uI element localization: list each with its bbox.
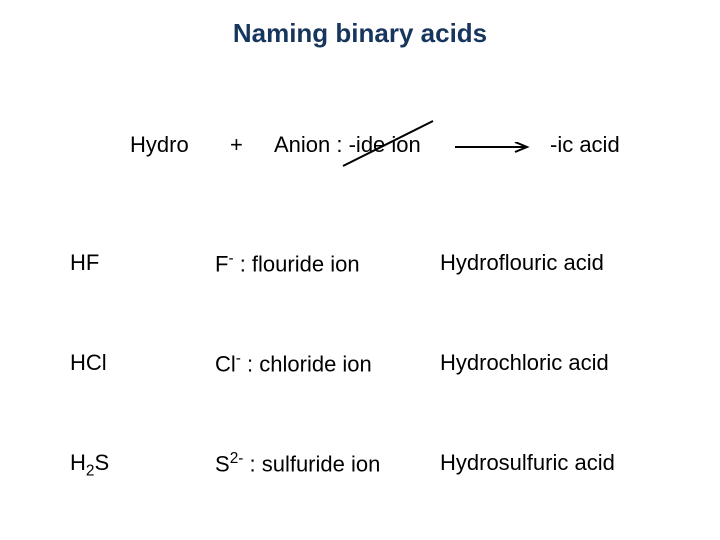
example-ion: S2- : sulfuride ion [215,450,380,477]
example-row: HF F- : flouride ion Hydroflouric acid [0,250,720,290]
rule-result: -ic acid [550,132,620,158]
example-acid: Hydrosulfuric acid [440,450,615,476]
example-ion: Cl- : chloride ion [215,350,372,377]
rule-hydro: Hydro [130,132,189,158]
example-formula: HF [70,250,99,276]
example-ion: F- : flouride ion [215,250,360,277]
example-acid: Hydrochloric acid [440,350,609,376]
arrow-icon [455,142,540,162]
example-row: H2S S2- : sulfuride ion Hydrosulfuric ac… [0,450,720,490]
rule-anion-ide: Anion : -ide ion [274,132,421,158]
rule-plus: + [230,132,243,158]
example-acid: Hydroflouric acid [440,250,604,276]
example-formula: H2S [70,450,109,480]
page-title: Naming binary acids [0,18,720,49]
example-formula: HCl [70,350,107,376]
example-row: HCl Cl- : chloride ion Hydrochloric acid [0,350,720,390]
naming-rule-row: Hydro + Anion : -ide ion -ic acid [0,132,720,172]
